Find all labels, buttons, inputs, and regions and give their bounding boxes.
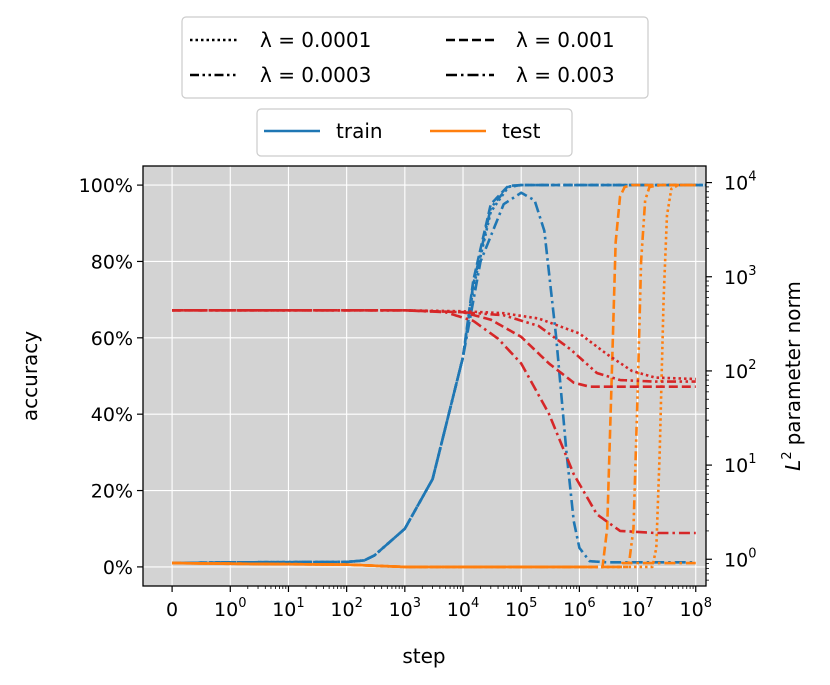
series-lines (172, 183, 706, 569)
x-tick-label-5: 104 (447, 596, 479, 621)
legend-lambda: λ = 0.0001 λ = 0.001 λ = 0.0003 λ = 0.003 (181, 16, 649, 99)
legend-lambda-frame (181, 16, 649, 99)
x-tick-label-2: 101 (272, 596, 304, 621)
series-norm-dashdotdot-10 (172, 309, 696, 383)
grid (143, 166, 706, 586)
plot-frame (142, 165, 707, 587)
legend-lambda-label-1: λ = 0.001 (516, 28, 615, 52)
plot-background (143, 166, 706, 586)
x-tick-label-4: 103 (389, 596, 421, 621)
x-tick-label-9: 108 (680, 596, 712, 621)
y2-axis-label-sup: 2 (780, 451, 795, 459)
y2-axis-ticks: 100 101 102 103 104 (706, 170, 756, 581)
legend-split: train test (256, 108, 573, 157)
series-test-dashdot-8 (172, 561, 696, 569)
y-axis-ticks: 0% 20% 40% 60% 80% 100% (79, 175, 143, 579)
y-tick-label-5: 100% (79, 175, 133, 197)
x-tick-label-7: 106 (563, 596, 595, 621)
y-axis-label: accuracy (18, 331, 42, 421)
y2-tick-label-2: 102 (724, 358, 756, 383)
x-axis-ticks: 0 100 101 102 103 104 105 106 107 108 (166, 586, 712, 621)
x-axis-label: step (402, 644, 445, 668)
y-tick-label-2: 40% (91, 404, 133, 426)
y-tick-label-0: 0% (103, 557, 133, 579)
legend-split-frame (256, 108, 573, 157)
legend-split-label-1: test (502, 119, 541, 143)
x-tick-label-0: 0 (166, 599, 178, 621)
y-tick-label-4: 80% (91, 251, 133, 273)
x-tick-label-1: 100 (214, 596, 246, 621)
x-tick-label-6: 105 (505, 596, 537, 621)
legend-lambda-label-3: λ = 0.003 (516, 63, 615, 87)
series-test-dotted-5 (172, 183, 696, 569)
x-tick-label-8: 107 (621, 596, 653, 621)
y2-tick-label-3: 103 (724, 264, 756, 289)
x-tick-label-3: 102 (330, 596, 362, 621)
y2-axis-label-text: parameter norm (781, 281, 805, 445)
y2-axis-label: L2 parameter norm (780, 281, 805, 471)
series-norm-dashdot-12 (172, 309, 696, 535)
series-train-dashdot-3 (172, 191, 696, 565)
legend-lambda-label-2: λ = 0.0003 (260, 63, 371, 87)
series-test-dashed-7 (172, 183, 696, 569)
y-tick-label-3: 60% (91, 328, 133, 350)
y2-tick-label-4: 104 (724, 170, 756, 195)
legend-split-label-0: train (336, 119, 383, 143)
legend-lambda-label-0: λ = 0.0001 (260, 28, 371, 52)
y2-axis-label-math: L (781, 460, 805, 471)
y-tick-label-1: 20% (91, 481, 133, 503)
y2-tick-label-1: 101 (724, 452, 756, 477)
y2-tick-label-0: 100 (724, 546, 756, 571)
